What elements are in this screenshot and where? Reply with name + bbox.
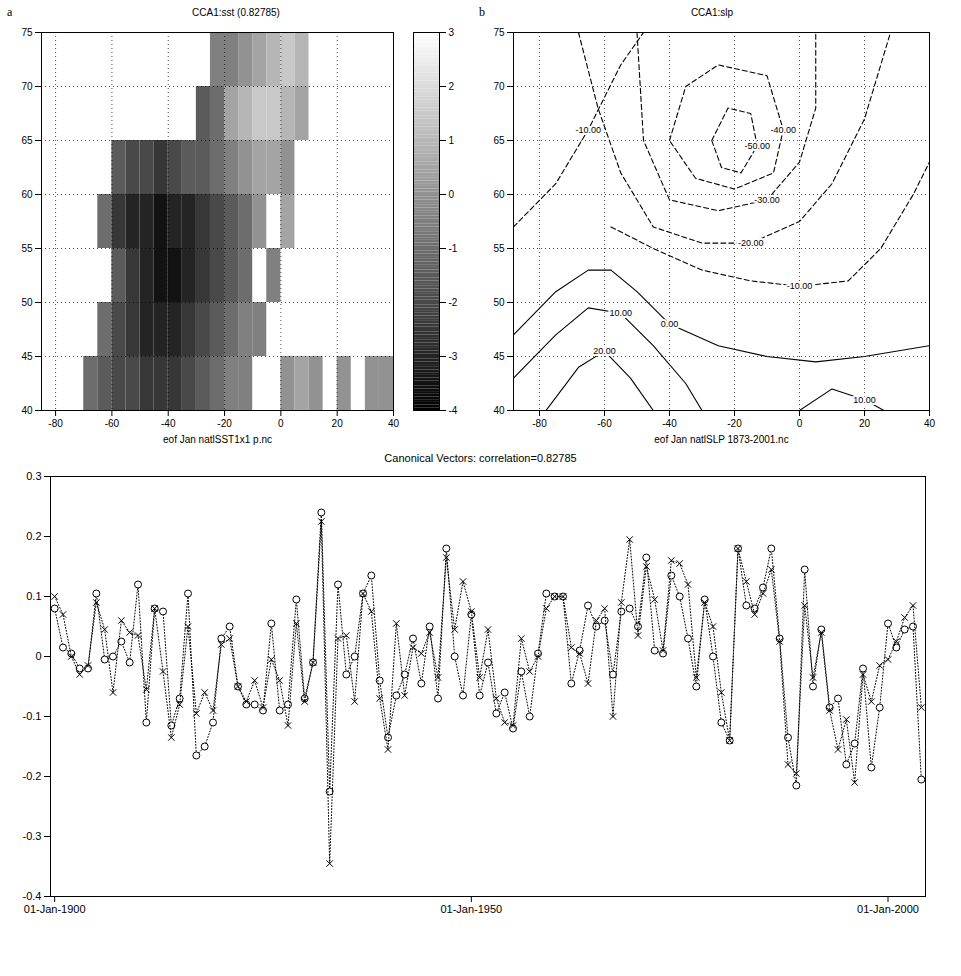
- svg-text:eof Jan natlSST1x1 p.nc: eof Jan natlSST1x1 p.nc: [163, 434, 272, 445]
- svg-text:-0.2: -0.2: [23, 770, 42, 782]
- svg-text:45: 45: [21, 351, 33, 362]
- svg-text:75: 75: [493, 27, 505, 38]
- svg-text:-40: -40: [662, 418, 677, 429]
- svg-text:eof Jan natlSLP 1873-2001.nc: eof Jan natlSLP 1873-2001.nc: [654, 434, 788, 445]
- html-text:a: a: [7, 5, 13, 19]
- svg-text:-3: -3: [449, 351, 458, 362]
- svg-text:-1: -1: [449, 243, 458, 254]
- svg-text:-60: -60: [597, 418, 612, 429]
- svg-text:75: 75: [21, 27, 33, 38]
- svg-text:50: 50: [493, 297, 505, 308]
- svg-text:40: 40: [388, 418, 400, 429]
- svg-text:01-Jan-1900: 01-Jan-1900: [24, 903, 86, 915]
- svg-text:55: 55: [493, 243, 505, 254]
- svg-text:-0.3: -0.3: [23, 830, 42, 842]
- svg-text:-0.4: -0.4: [23, 890, 42, 902]
- svg-text:45: 45: [493, 351, 505, 362]
- svg-text:0.1: 0.1: [26, 590, 41, 602]
- svg-text:10.00: 10.00: [853, 395, 876, 405]
- svg-text:0: 0: [797, 418, 803, 429]
- svg-text:01-Jan-2000: 01-Jan-2000: [857, 903, 919, 915]
- svg-text:0: 0: [35, 650, 41, 662]
- html-text:Canonical Vectors: correlation: Canonical Vectors: correlation=0.82785: [384, 452, 577, 464]
- svg-text:-30.00: -30.00: [754, 195, 780, 205]
- svg-text:0.00: 0.00: [661, 319, 679, 329]
- html-text:CCA1:slp: CCA1:slp: [690, 7, 734, 18]
- svg-text:65: 65: [493, 135, 505, 146]
- svg-text:10.00: 10.00: [853, 395, 876, 405]
- svg-text:20: 20: [332, 418, 344, 429]
- svg-text:-40.00: -40.00: [770, 125, 796, 135]
- svg-text:01-Jan-1950: 01-Jan-1950: [440, 903, 502, 915]
- svg-text:20: 20: [859, 418, 871, 429]
- svg-text:0.2: 0.2: [26, 530, 41, 542]
- svg-text:0: 0: [278, 418, 284, 429]
- svg-text:-10.00: -10.00: [575, 125, 601, 135]
- svg-text:-2: -2: [449, 297, 458, 308]
- html-text:CCA1:sst (0.82785): CCA1:sst (0.82785): [192, 7, 280, 18]
- svg-text:60: 60: [493, 189, 505, 200]
- svg-text:-60: -60: [105, 418, 120, 429]
- svg-text:10.00: 10.00: [609, 308, 632, 318]
- svg-text:-10.00: -10.00: [787, 281, 813, 291]
- svg-text:-40: -40: [161, 418, 176, 429]
- svg-text:-20: -20: [727, 418, 742, 429]
- svg-text:70: 70: [21, 81, 33, 92]
- svg-text:-10.00: -10.00: [787, 281, 813, 291]
- svg-text:50: 50: [21, 297, 33, 308]
- svg-text:1: 1: [449, 135, 455, 146]
- svg-text:-80: -80: [48, 418, 63, 429]
- svg-text:-20.00: -20.00: [738, 238, 764, 248]
- html-text:b: b: [479, 5, 485, 19]
- svg-text:40: 40: [21, 405, 33, 416]
- svg-text:65: 65: [21, 135, 33, 146]
- svg-text:0: 0: [449, 189, 455, 200]
- svg-text:-20.00: -20.00: [738, 238, 764, 248]
- svg-text:55: 55: [21, 243, 33, 254]
- svg-text:-50.00: -50.00: [744, 141, 770, 151]
- svg-text:20.00: 20.00: [593, 346, 616, 356]
- svg-text:2: 2: [449, 81, 455, 92]
- svg-text:70: 70: [493, 81, 505, 92]
- svg-text:0.3: 0.3: [26, 470, 41, 482]
- svg-text:-80: -80: [532, 418, 547, 429]
- svg-text:-30.00: -30.00: [754, 195, 780, 205]
- svg-text:10.00: 10.00: [609, 308, 632, 318]
- svg-text:0.00: 0.00: [661, 319, 679, 329]
- svg-text:-20: -20: [217, 418, 232, 429]
- svg-text:40: 40: [493, 405, 505, 416]
- svg-text:3: 3: [449, 27, 455, 38]
- svg-text:60: 60: [21, 189, 33, 200]
- svg-text:-4: -4: [449, 405, 458, 416]
- svg-text:40: 40: [924, 418, 936, 429]
- svg-text:20.00: 20.00: [593, 346, 616, 356]
- svg-text:-40.00: -40.00: [770, 125, 796, 135]
- svg-text:-50.00: -50.00: [744, 141, 770, 151]
- svg-text:-10.00: -10.00: [575, 125, 601, 135]
- svg-text:-0.1: -0.1: [23, 710, 42, 722]
